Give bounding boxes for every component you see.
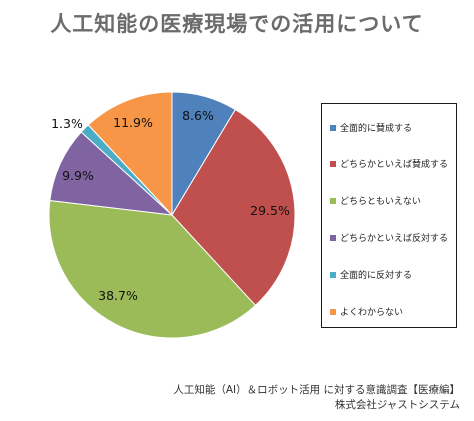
legend-label: よくわからない [340, 308, 404, 318]
pie-slice [87, 91, 173, 217]
chart-legend: 全面的に賛成する どちらかといえば賛成する どちらともいえない どちらかといえば… [321, 103, 457, 328]
slice-label: 29.5% [250, 203, 290, 218]
pie-slice [171, 108, 296, 307]
legend-label: どちらともいえない [340, 197, 421, 207]
legend-label: 全面的に賛成する [340, 124, 413, 134]
legend-item: どちらかといえば賛成する [330, 157, 448, 170]
legend-swatch [330, 124, 336, 131]
slice-label: 1.3% [51, 116, 83, 131]
legend-label: 全面的に反対する [340, 271, 413, 281]
legend-item: 全面的に反対する [330, 268, 412, 281]
slice-label: 38.7% [98, 288, 138, 303]
slice-label: 8.6% [182, 108, 214, 123]
legend-swatch [330, 197, 336, 204]
legend-label: どちらかといえば賛成する [340, 160, 449, 170]
pie-slice [48, 199, 257, 339]
slice-label: 9.9% [62, 168, 94, 183]
slice-label: 11.9% [113, 115, 153, 130]
legend-label: どちらかといえば反対する [340, 234, 449, 244]
chart-title: 人工知能の医療現場での活用について [50, 12, 424, 36]
legend-swatch [330, 308, 336, 315]
legend-item: どちらともいえない [330, 194, 421, 207]
legend-item: 全面的に賛成する [330, 121, 412, 134]
source-survey: 人工知能（AI）＆ロボット活用 に対する意識調査【医療編】 [173, 384, 460, 396]
legend-swatch [330, 271, 336, 278]
source-company: 株式会社ジャストシステム [334, 399, 460, 411]
legend-swatch [330, 160, 336, 167]
legend-item: よくわからない [330, 305, 403, 318]
legend-item: どちらかといえば反対する [330, 231, 448, 244]
pie-slice [49, 131, 174, 216]
legend-swatch [330, 234, 336, 241]
source-credit: 人工知能（AI）＆ロボット活用 に対する意識調査【医療編】 株式会社ジャストシス… [173, 383, 460, 413]
